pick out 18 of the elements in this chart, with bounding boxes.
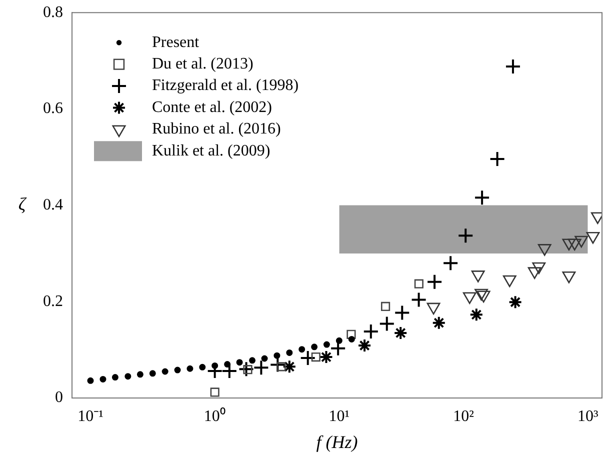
x-tick-label: 10⁰ [204,406,226,425]
legend-label: Fitzgerald et al. (1998) [152,77,299,94]
y-tick-label: 0.4 [43,196,63,214]
x-tick-label: 10⁻¹ [78,408,104,425]
y-tick-label: 0.6 [43,100,63,118]
legend-label: Du et al. (2013) [152,56,254,73]
legend-label: Rubino et al. (2016) [152,120,281,138]
x-tick-label: 10¹ [328,408,350,425]
legend-label: Conte et al. (2002) [152,98,272,116]
x-tick-label: 10² [453,408,474,425]
x-tick-label: 10³ [577,408,598,425]
legend-label: Present [152,34,200,51]
legend-label: Kulik et al. (2009) [152,142,270,160]
y-tick-label: 0 [55,389,63,406]
y-tick-label: 0.2 [43,292,63,310]
y-tick-label: 0.8 [43,4,63,21]
y-axis-title: ζ [18,194,28,214]
x-axis-title: f (Hz) [316,432,358,452]
